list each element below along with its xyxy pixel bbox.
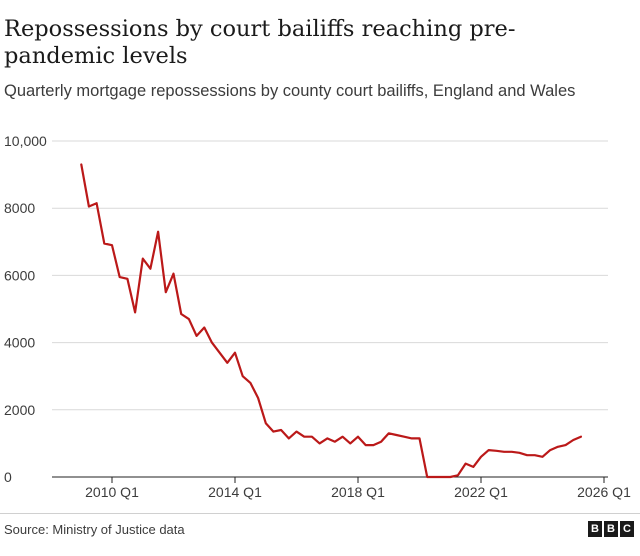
chart-title: Repossessions by court bailiffs reaching… — [4, 16, 516, 69]
series-lines — [80, 163, 583, 479]
x-tick-label: 2014 Q1 — [208, 484, 262, 500]
y-tick-label: 8000 — [4, 200, 35, 216]
gridlines — [52, 140, 608, 478]
logo-letter-c: C — [620, 521, 634, 537]
y-tick-label: 0 — [4, 469, 12, 485]
x-tick-label: 2026 Q1 — [577, 484, 631, 500]
x-tick-label: 2010 Q1 — [85, 484, 139, 500]
series-line — [80, 163, 583, 479]
y-tick-label: 6000 — [4, 267, 35, 283]
x-tick-label: 2018 Q1 — [331, 484, 385, 500]
logo-letter-b1: B — [588, 521, 602, 537]
y-tick-label: 4000 — [4, 335, 35, 351]
x-axis-ticks: 2010 Q1 2014 Q1 2018 Q1 2022 Q1 2026 Q1 — [85, 477, 631, 500]
x-tick-label: 2022 Q1 — [454, 484, 508, 500]
y-tick-label: 10,000 — [4, 133, 47, 149]
source-note: Source: Ministry of Justice data — [4, 522, 185, 537]
y-tick-label: 2000 — [4, 402, 35, 418]
bbc-logo: B B C — [588, 521, 634, 537]
footer-divider — [0, 513, 640, 514]
logo-letter-b2: B — [604, 521, 618, 537]
chart-subtitle: Quarterly mortgage repossessions by coun… — [4, 82, 576, 100]
y-axis-ticks: 0 2000 4000 6000 8000 10,000 — [4, 133, 47, 485]
